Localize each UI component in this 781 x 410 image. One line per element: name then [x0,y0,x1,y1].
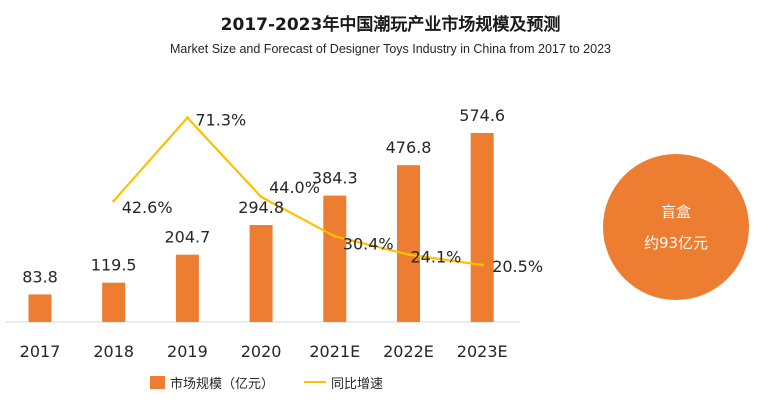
growth-label-2019: 71.3% [195,111,246,130]
growth-label-2018: 42.6% [122,198,173,217]
x-tick-2018: 2018 [93,342,134,361]
chart-subtitle: Market Size and Forecast of Designer Toy… [170,42,611,56]
bar-label-2023E: 574.6 [459,106,505,125]
chart-legend: 市场规模（亿元） 同比增速 [150,372,383,392]
bar-2022E [397,165,420,322]
x-tick-2019: 2019 [167,342,208,361]
x-tick-2017: 2017 [20,342,61,361]
growth-line [112,116,483,267]
bar-2020 [249,225,273,322]
bar-label-2021E: 384.3 [312,169,358,188]
growth-point-2018 [112,199,116,203]
growth-point-2023E [480,263,484,267]
blind-box-callout: 盲盒 约93亿元 [603,154,749,300]
legend-bar-label: 市场规模（亿元） [170,376,275,392]
legend-line-label: 同比增速 [331,376,384,392]
bar-label-2019: 204.7 [164,228,210,247]
growth-label-2023E: 20.5% [492,257,543,276]
callout-line2: 约93亿元 [643,234,709,252]
legend-line-swatch [304,381,327,383]
growth-point-2022E [407,253,410,257]
bar-2021E [323,195,347,322]
bar-2018 [102,282,126,322]
x-tick-2020: 2020 [241,342,282,361]
growth-label-2021E: 30.4% [343,234,394,253]
growth-label-2020: 44.0% [269,178,320,197]
bar-label-2017: 83.8 [22,267,58,286]
growth-label-2022E: 24.1% [411,248,462,267]
chart-title: 2017-2023年中国潮玩产业市场规模及预测 [220,15,561,35]
growth-point-2020 [259,195,263,199]
growth-point-2021E [333,234,337,238]
legend-bar-swatch [150,375,165,389]
bar-label-2022E: 476.8 [386,138,432,157]
bar-label-2018: 119.5 [91,256,137,275]
x-tick-2023E: 2023E [457,342,508,361]
x-tick-2022E: 2022E [383,342,434,361]
growth-point-2019 [185,116,189,120]
bar-2017 [28,294,52,322]
bar-2023E [470,133,494,322]
bar-2019 [175,254,199,322]
bar-label-2020: 294.8 [238,198,284,217]
x-tick-2021E: 2021E [309,342,360,361]
callout-line1: 盲盒 [660,203,691,221]
